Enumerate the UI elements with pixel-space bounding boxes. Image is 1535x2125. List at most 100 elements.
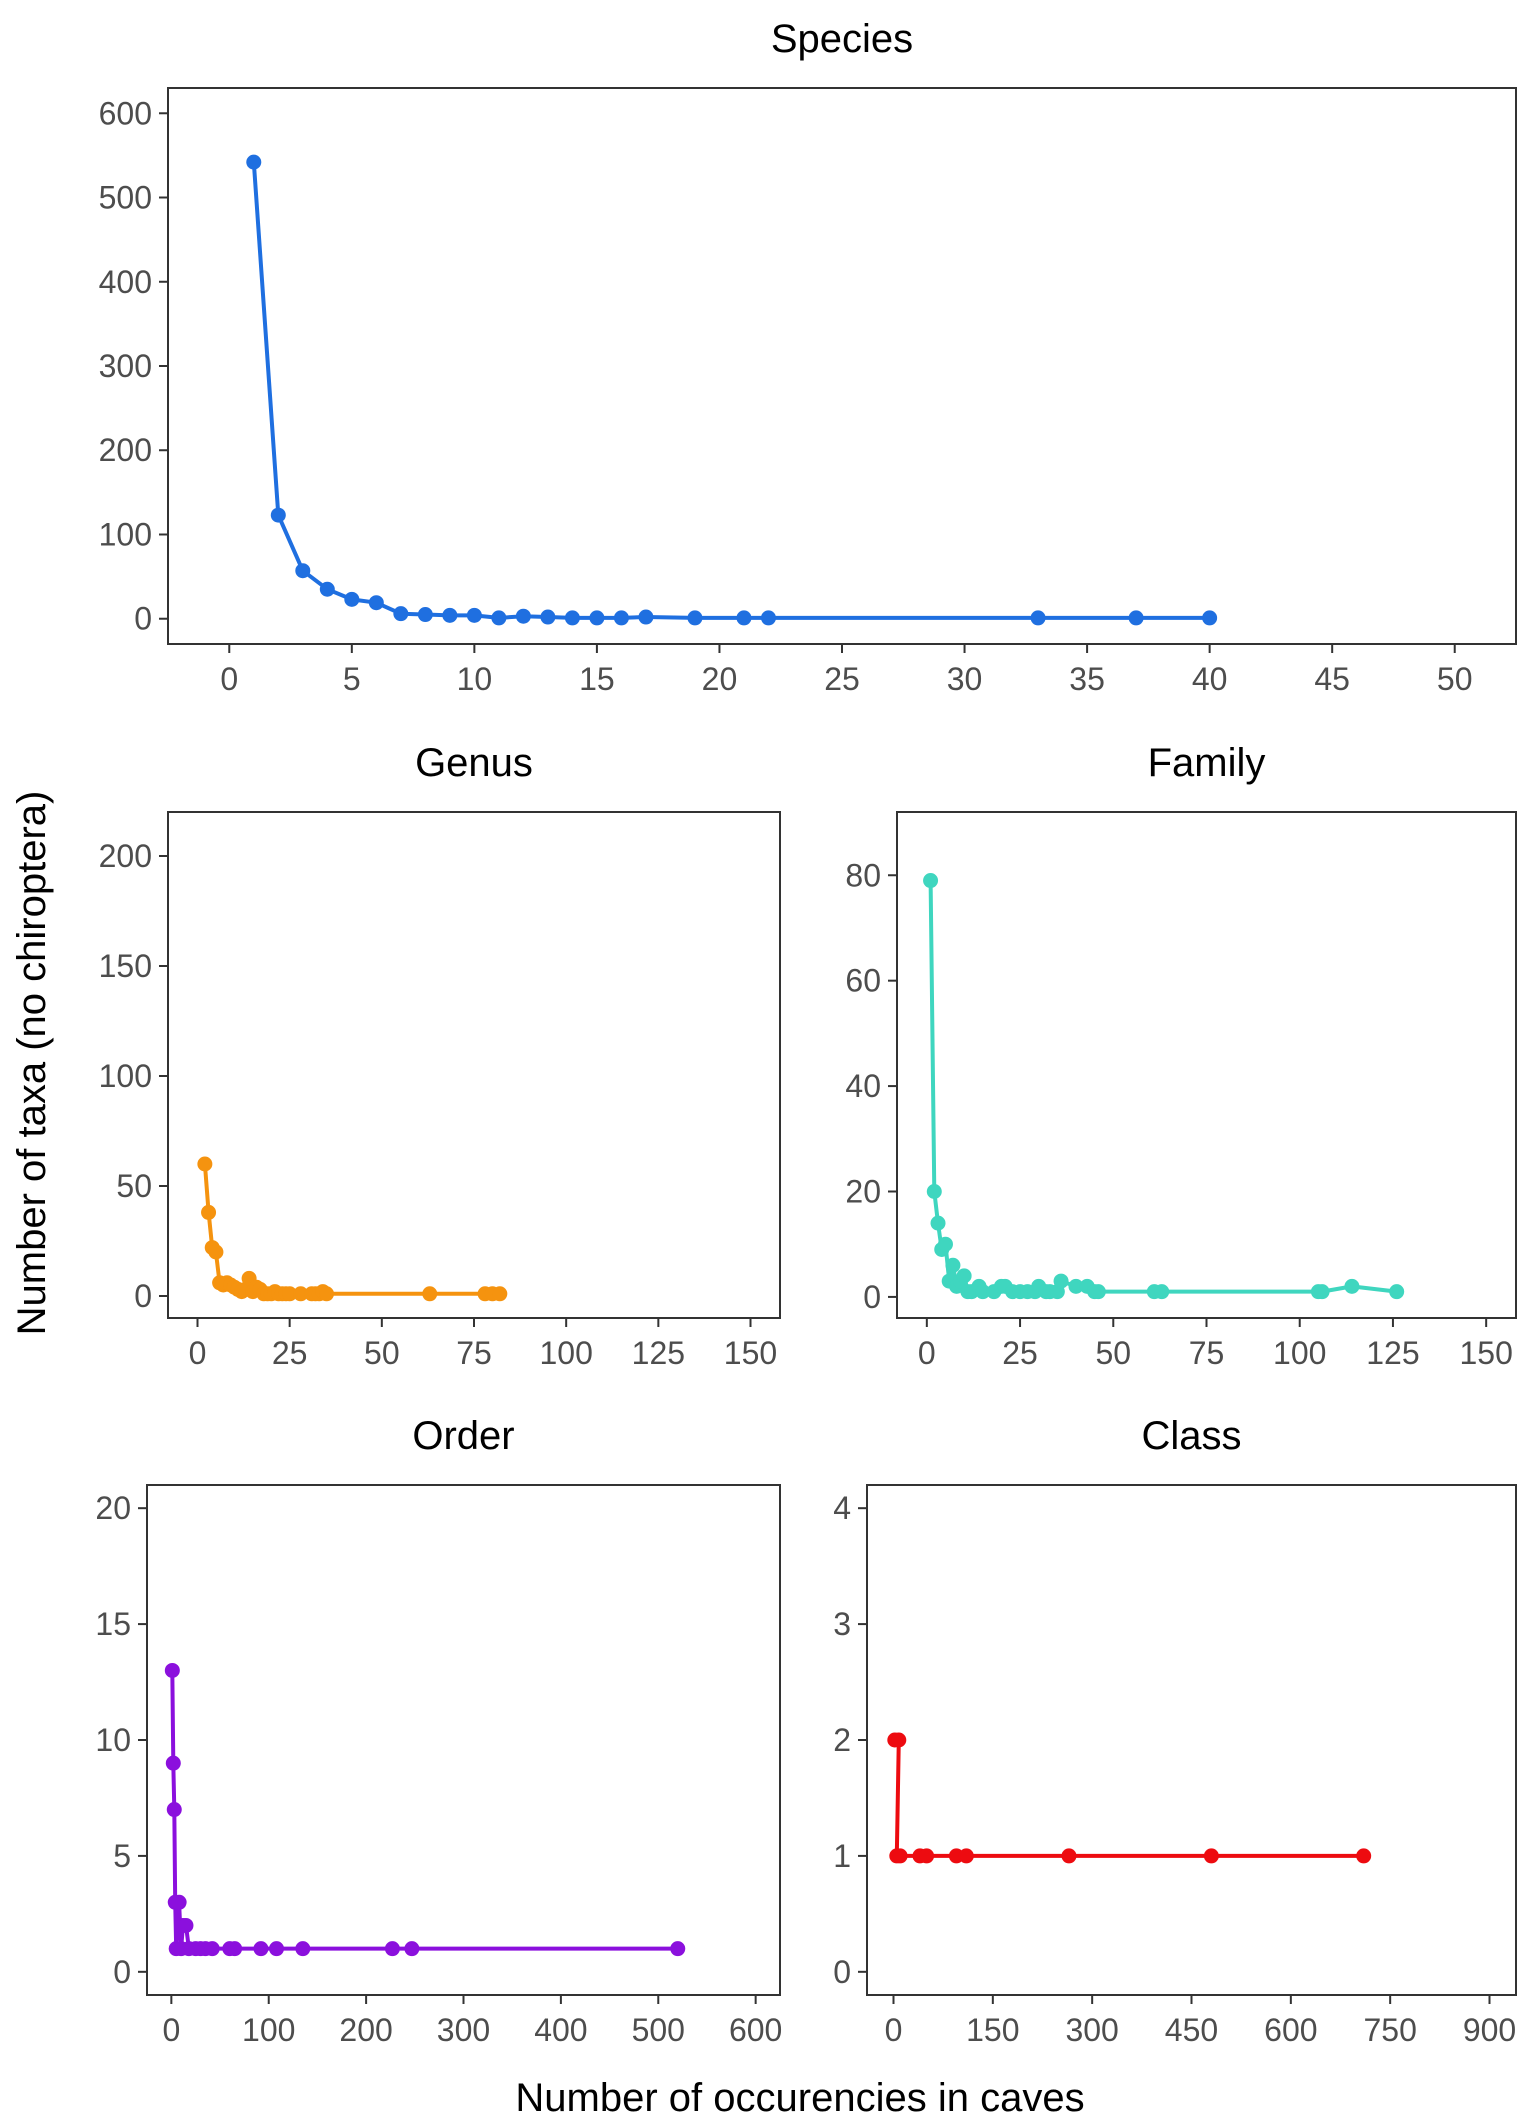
- panel-1-data-point: [422, 1286, 438, 1302]
- panel-3-data-point: [178, 1917, 194, 1933]
- panel-1-y-tick-label: 200: [99, 838, 152, 874]
- panel-class: Class 0 150 300 450 600 750 900 0 1 2 3 4: [833, 1414, 1517, 2048]
- panel-4-x-tick-label: 300: [1065, 2012, 1118, 2048]
- panel-3-x-tick-label: 600: [729, 2012, 782, 2048]
- panel-0-data-point: [368, 595, 384, 611]
- panel-3-y-tick-label: 0: [113, 1954, 131, 1990]
- panel-3-data-point: [165, 1755, 181, 1771]
- panel-2-data-point: [930, 1215, 946, 1231]
- panel-0-data-point: [589, 610, 605, 626]
- panel-4-y-tick-label: 1: [833, 1838, 851, 1874]
- panel-1-x-tick-label: 50: [364, 1335, 400, 1371]
- panel-4-title: Class: [1141, 1414, 1241, 1458]
- panel-0-x-tick-label: 40: [1192, 661, 1228, 697]
- panel-1-data-point: [197, 1156, 213, 1172]
- panel-2-data-point: [926, 1184, 942, 1199]
- panel-2-y-tick-label: 80: [845, 857, 881, 893]
- panel-4-y-tick-label: 0: [833, 1954, 851, 1990]
- panel-3-data-point: [384, 1941, 400, 1957]
- panel-4-plot-frame: [866, 1484, 1517, 1996]
- panel-3-x-tick-label: 400: [534, 2012, 587, 2048]
- panel-0-data-point: [1128, 610, 1144, 626]
- panel-0-x-tick-label: 30: [947, 661, 983, 697]
- panel-2-x-tick-label: 0: [918, 1335, 936, 1371]
- panel-family: Family 0 25 50 75 100 125 150 0 20 40 60 80: [845, 741, 1517, 1371]
- panel-2-plot-frame: [896, 811, 1517, 1319]
- panel-0-y-tick-label: 300: [99, 348, 152, 384]
- panel-0-y-tick-label: 0: [134, 601, 152, 637]
- panel-1-title: Genus: [415, 741, 533, 785]
- panel-2-x-tick-label: 100: [1273, 1335, 1326, 1371]
- panel-2-data-point: [1068, 1278, 1084, 1294]
- panel-3-x-tick-label: 0: [162, 2012, 180, 2048]
- panel-0-data-point: [760, 610, 776, 626]
- panel-2-data-point: [1344, 1278, 1360, 1294]
- panel-3-data-point: [164, 1662, 180, 1678]
- panel-3-data-point: [269, 1941, 285, 1957]
- panel-0-x-tick-label: 45: [1314, 661, 1350, 697]
- panel-0-x-tick-label: 25: [824, 661, 860, 697]
- panel-4-x-tick-label: 900: [1463, 2012, 1516, 2048]
- panel-2-data-point: [1053, 1273, 1069, 1289]
- panel-0-data-point: [540, 609, 556, 625]
- panel-0-data-point: [442, 607, 458, 623]
- panel-1-y-tick-label: 0: [134, 1278, 152, 1314]
- panel-3-y-tick-label: 10: [95, 1722, 131, 1758]
- panel-2-y-tick-label: 0: [863, 1279, 881, 1315]
- panel-2-data-point: [1090, 1284, 1106, 1300]
- panel-order: Order 0 100 200 300 400 500 600 0 5 10 15 20: [95, 1414, 782, 2048]
- panel-1-x-tick-label: 75: [456, 1335, 492, 1371]
- panel-0-data-point: [344, 591, 360, 607]
- panel-3-data-point: [204, 1941, 220, 1957]
- panel-2-data-point: [1389, 1284, 1405, 1300]
- panel-3-title: Order: [412, 1414, 514, 1458]
- panel-0-title: Species: [771, 17, 913, 61]
- panel-0-data-point: [246, 154, 262, 170]
- panel-0-data-point: [687, 610, 703, 626]
- panel-0-data-point: [736, 610, 752, 626]
- panel-3-plot-frame: [146, 1484, 781, 1996]
- panel-1-data-point: [201, 1204, 217, 1220]
- panel-4-data-point: [1356, 1848, 1372, 1864]
- panel-2-data-point: [956, 1268, 972, 1284]
- panel-0-data-point: [515, 608, 531, 624]
- panel-3-x-tick-label: 500: [632, 2012, 685, 2048]
- panel-0-x-tick-label: 15: [579, 661, 615, 697]
- panel-3-y-tick-label: 20: [95, 1490, 131, 1526]
- panel-4-data-point: [891, 1732, 907, 1748]
- panel-3-data-point: [227, 1941, 243, 1957]
- panel-0-x-tick-label: 10: [457, 661, 493, 697]
- panel-4-x-tick-label: 450: [1165, 2012, 1218, 2048]
- panel-2-x-tick-label: 75: [1189, 1335, 1225, 1371]
- panel-1-y-tick-label: 100: [99, 1058, 152, 1094]
- panel-0-y-tick-label: 100: [99, 516, 152, 552]
- panel-0-y-tick-label: 200: [99, 432, 152, 468]
- panel-4-data-point: [892, 1848, 908, 1864]
- panel-0-data-point: [466, 607, 482, 623]
- panel-1-data-point: [492, 1286, 508, 1302]
- panel-2-data-point: [975, 1284, 991, 1300]
- panel-0-data-point: [564, 610, 580, 626]
- panel-2-data-point: [1314, 1284, 1330, 1300]
- panel-2-data-point: [923, 873, 939, 889]
- panel-2-x-tick-label: 50: [1095, 1335, 1131, 1371]
- panel-2-x-tick-label: 125: [1366, 1335, 1419, 1371]
- panel-4-x-tick-label: 0: [885, 2012, 903, 2048]
- panel-4-y-tick-label: 4: [833, 1490, 851, 1526]
- panel-1-x-tick-label: 100: [539, 1335, 592, 1371]
- panel-1-x-tick-label: 0: [189, 1335, 207, 1371]
- panel-0-data-point: [295, 563, 311, 579]
- panel-1-data-point: [319, 1286, 335, 1302]
- panel-2-data-point: [1154, 1284, 1170, 1300]
- panel-3-data-point: [166, 1802, 182, 1818]
- panel-0-data-point: [1030, 610, 1046, 626]
- panel-0-data-point: [1202, 610, 1218, 626]
- panel-4-x-tick-label: 150: [966, 2012, 1019, 2048]
- panel-3-data-point: [670, 1941, 686, 1957]
- panel-0-plot-frame: [167, 87, 1517, 645]
- y-axis-label: Number of taxa (no chiroptera): [10, 791, 54, 1336]
- panel-0-data-point: [319, 581, 335, 597]
- panel-0-data-point: [417, 607, 433, 623]
